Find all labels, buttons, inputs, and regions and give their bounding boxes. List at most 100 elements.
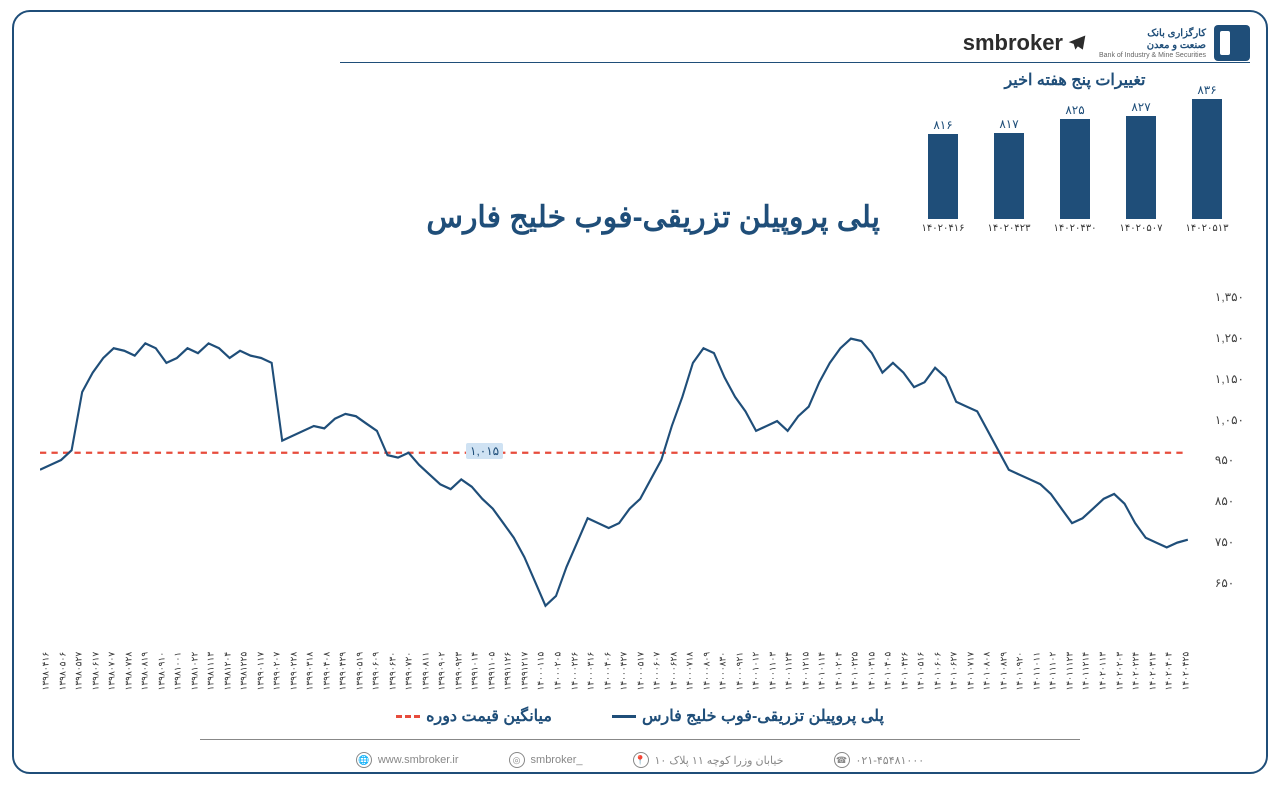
logo-line3: Bank of Industry & Mine Securities xyxy=(1099,52,1206,59)
bar-value: ۸۲۷ xyxy=(1131,100,1150,114)
main-title: پلی پروپیلن تزریقی-فوب خلیج فارس xyxy=(426,200,880,235)
x-tick-label: ۱۴۰۰۰۲۲۶ xyxy=(569,679,580,691)
bar-chart-bars: ۸۱۶۱۴۰۲۰۴۱۶ ۸۱۷ ۱۴۰۲۰۴۲۳ ۸۲۵۱۴۰۲۰۴۳۰ ۸۲۷ ۱۴۰۲… xyxy=(910,94,1240,234)
legend-series: پلی پروپیلن تزریقی-فوب خلیج فارس xyxy=(612,706,884,726)
bar-value: ۸۲۵ xyxy=(1065,103,1084,117)
legend-dash-line-icon xyxy=(396,715,420,718)
legend-series-label: پلی پروپیلن تزریقی-فوب خلیج فارس xyxy=(642,706,884,726)
price-line xyxy=(40,339,1188,606)
y-tick-label: ۹۵۰ xyxy=(1215,453,1244,467)
x-tick-label: ۱۴۰۲۰۱۱۳ xyxy=(1098,679,1109,691)
bar-rect xyxy=(994,133,1024,219)
x-tick-label: ۱۳۹۹۱۲۱۷ xyxy=(519,679,530,691)
x-tick-label: ۱۴۰۰۱۱۰۳ xyxy=(767,679,778,691)
header-divider xyxy=(340,62,1250,63)
bar-rect xyxy=(928,134,958,219)
x-tick-label: ۱۳۹۸۰۴۱۶ xyxy=(41,679,52,691)
bar-item: ۸۲۵۱۴۰۲۰۴۳۰ xyxy=(1050,103,1100,234)
x-tick-label: ۱۴۰۱۰۵۱۶ xyxy=(916,679,927,691)
bar-rect xyxy=(1060,119,1090,219)
x-tick-label: ۱۴۰۱۰۱۱۴ xyxy=(817,679,828,691)
x-tick-label: ۱۴۰۱۱۲۱۴ xyxy=(1081,679,1092,691)
y-tick-label: ۷۵۰ xyxy=(1215,535,1244,549)
x-tick-label: ۱۳۹۹۰۴۲۹ xyxy=(338,679,349,691)
x-tick-label: ۱۴۰۰۱۲۱۵ xyxy=(800,679,811,691)
x-tick-label: ۱۴۰۱۰۶۲۷ xyxy=(949,679,960,691)
header: smbroker کارگزاری بانک صنعت و معدن Bank … xyxy=(30,18,1250,68)
x-tick-label: ۱۳۹۸۰۵۰۶ xyxy=(57,679,68,691)
x-tick-label: ۱۴۰۱۰۳۱۵ xyxy=(866,679,877,691)
y-tick-label: ۱,۳۵۰ xyxy=(1215,290,1244,304)
x-tick-label: ۱۳۹۹۰۱۱۷ xyxy=(255,679,266,691)
x-tick-label: ۱۳۹۸۰۷۲۸ xyxy=(123,679,134,691)
x-tick-label: ۱۳۹۸۰۹۱۰ xyxy=(156,679,167,691)
x-tick-label: ۱۳۹۸۰۶۱۷ xyxy=(90,679,101,691)
x-tick-label: ۱۴۰۲۰۳۱۴ xyxy=(1147,679,1158,691)
legend-avg-label: میانگین قیمت دوره xyxy=(426,706,552,726)
x-tick-label: ۱۴۰۲۰۴۰۴ xyxy=(1164,679,1175,691)
x-tick-label: ۱۴۰۰۰۴۰۶ xyxy=(602,679,613,691)
x-tick-label: ۱۳۹۸۱۲۲۵ xyxy=(239,679,250,691)
x-tick-label: ۱۴۰۱۰۷۱۷ xyxy=(965,679,976,691)
x-tick-label: ۱۴۰۰۰۴۲۷ xyxy=(619,679,630,691)
bar-value: ۸۱۶ xyxy=(933,118,952,132)
x-tick-label: ۱۳۹۹۰۹۲۳ xyxy=(453,679,464,691)
instagram-icon: ◎ xyxy=(509,752,525,768)
phone-icon: ☎ xyxy=(834,752,850,768)
x-tick-label: ۱۴۰۲۰۴۲۵ xyxy=(1180,679,1191,691)
x-tick-label: ۱۳۹۹۰۵۱۹ xyxy=(354,679,365,691)
x-tick-label: ۱۴۰۱۰۲۲۵ xyxy=(850,679,861,691)
bar-rect xyxy=(1192,99,1222,219)
bar-value: ۸۱۷ xyxy=(999,117,1018,131)
bar-label: ۱۴۰۲۰۴۲۳ xyxy=(988,223,1031,234)
x-tick-label: ۱۳۹۹۰۲۲۸ xyxy=(288,679,299,691)
x-tick-label: ۱۴۰۰۰۷۱۸ xyxy=(685,679,696,691)
bank-logo: کارگزاری بانک صنعت و معدن Bank of Indust… xyxy=(1099,25,1250,61)
footer: 🌐 www.smbroker.ir ◎ smbroker_ 📍 خیابان و… xyxy=(0,752,1280,768)
x-tick-label: ۱۴۰۰۰۱۱۵ xyxy=(536,679,547,691)
bar-item: ۸۱۷ ۱۴۰۲۰۴۲۳ xyxy=(984,117,1034,234)
x-tick-label: ۱۳۹۹۰۲۰۷ xyxy=(272,679,283,691)
instagram-text: smbroker_ xyxy=(531,754,583,766)
x-tick-label: ۱۳۹۹۱۰۱۴ xyxy=(470,679,481,691)
x-tick-label: ۱۴۰۱۰۹۲۰ xyxy=(1015,679,1026,691)
bar-item: ۸۲۷ ۱۴۰۲۰۵۰۷ xyxy=(1116,100,1166,234)
x-tick-label: ۱۴۰۱۰۴۰۵ xyxy=(883,679,894,691)
bar-value: ۸۳۶ xyxy=(1197,83,1216,97)
address-text: خیابان وزرا کوچه ۱۱ پلاک ۱۰ xyxy=(655,754,784,767)
x-tick-label: ۱۴۰۰۰۸۰۹ xyxy=(701,679,712,691)
x-tick-label: ۱۴۰۲۰۲۲۴ xyxy=(1131,679,1142,691)
y-tick-label: ۱,۲۵۰ xyxy=(1215,331,1244,345)
line-chart: ۱,۳۵۰۱,۲۵۰۱,۱۵۰۱,۰۵۰۹۵۰۸۵۰۷۵۰۶۵۰ ۱۳۹۸۰۴۱… xyxy=(40,290,1240,630)
footer-instagram: ◎ smbroker_ xyxy=(509,752,583,768)
x-tick-label: ۱۳۹۸۱۰۰۱ xyxy=(173,679,184,691)
line-chart-svg xyxy=(40,290,1240,630)
bar-label: ۱۴۰۲۰۵۱۳ xyxy=(1186,223,1229,234)
website-text: www.smbroker.ir xyxy=(378,754,459,766)
y-tick-label: ۱,۱۵۰ xyxy=(1215,372,1244,386)
y-tick-label: ۱,۰۵۰ xyxy=(1215,413,1244,427)
footer-address: 📍 خیابان وزرا کوچه ۱۱ پلاک ۱۰ xyxy=(633,752,784,768)
x-tick-label: ۱۴۰۱۱۱۲۳ xyxy=(1064,679,1075,691)
y-tick-label: ۶۵۰ xyxy=(1215,576,1244,590)
x-tick-label: ۱۴۰۱۰۲۰۴ xyxy=(833,679,844,691)
x-tick-label: ۱۴۰۱۰۸۰۸ xyxy=(982,679,993,691)
x-tick-label: ۱۴۰۰۱۰۱۲ xyxy=(751,679,762,691)
footer-divider xyxy=(200,739,1080,740)
x-tick-label: ۱۴۰۱۰۶۰۶ xyxy=(932,679,943,691)
bar-chart: تغییرات پنج هفته اخیر ۸۱۶۱۴۰۲۰۴۱۶۸۱۷۱۴۰۲… xyxy=(910,70,1240,270)
telegram-icon xyxy=(1067,33,1087,53)
bar-rect xyxy=(1126,116,1156,219)
x-tick-label: ۱۳۹۸۱۱۱۳ xyxy=(206,679,217,691)
y-tick-label: ۸۵۰ xyxy=(1215,494,1244,508)
x-tick-label: ۱۴۰۰۰۶۰۷ xyxy=(652,679,663,691)
x-axis-labels: ۱۳۹۸۰۴۱۶۱۳۹۸۰۵۰۶۱۳۹۸۰۵۲۷۱۳۹۸۰۶۱۷۱۳۹۸۰۷۰۷… xyxy=(40,679,1192,690)
x-tick-label: ۱۳۹۸۰۸۱۹ xyxy=(140,679,151,691)
x-tick-label: ۱۴۰۰۰۵۱۷ xyxy=(635,679,646,691)
bar-item: ۸۱۶۱۴۰۲۰۴۱۶ xyxy=(918,118,968,234)
phone-text: ۰۲۱-۴۵۴۸۱۰۰۰ xyxy=(856,754,925,767)
globe-icon: 🌐 xyxy=(356,752,372,768)
x-tick-label: ۱۳۹۹۰۶۰۹ xyxy=(371,679,382,691)
bar-label: ۱۴۰۲۰۵۰۷ xyxy=(1120,223,1163,234)
x-tick-label: ۱۴۰۰۰۲۰۵ xyxy=(552,679,563,691)
